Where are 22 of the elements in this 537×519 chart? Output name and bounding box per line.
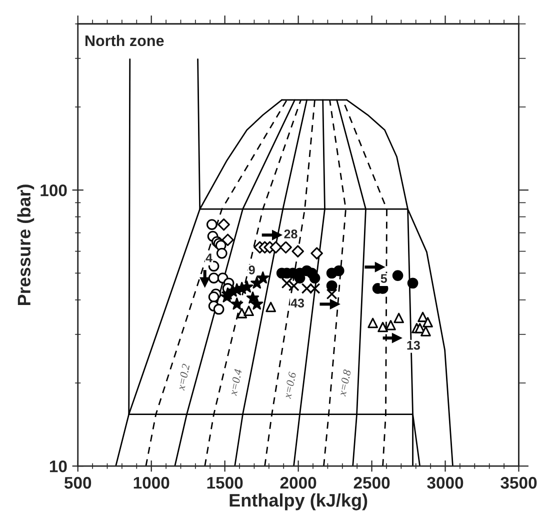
annotation: x=0.2: [177, 364, 190, 391]
annotation: 9: [248, 266, 255, 274]
x-tick-label: 1000: [134, 476, 170, 489]
annotation: 28: [284, 230, 298, 238]
y-axis-title: Pressure (bar): [17, 184, 34, 305]
annotation: x=0.8: [338, 369, 352, 397]
x-tick-label: 3000: [427, 476, 464, 489]
annotation: 13: [407, 340, 420, 350]
x-tick-label: 3500: [500, 476, 537, 489]
x-tick-label: 500: [64, 476, 92, 489]
x-tick-label: 1500: [207, 476, 243, 489]
x-tick-label: 2000: [280, 476, 316, 489]
annotation: x=0.6: [283, 372, 296, 399]
annotation: 4: [206, 254, 212, 262]
y-tick-label: 100: [40, 184, 67, 196]
x-tick-label: 2500: [354, 476, 390, 489]
annotation: 43: [290, 298, 304, 308]
annotation: x=0.4: [229, 368, 242, 396]
y-tick-label: 10: [50, 460, 67, 472]
annotation: 5: [380, 274, 388, 283]
text: North zone: [86, 34, 164, 46]
x-axis-title: Enthalpy (kJ/kg): [230, 493, 368, 510]
